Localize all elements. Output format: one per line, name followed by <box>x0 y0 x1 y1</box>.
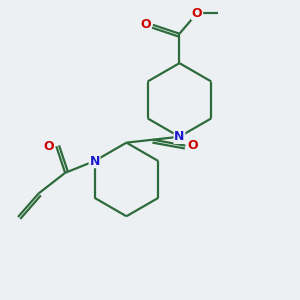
Text: O: O <box>140 18 151 32</box>
Text: N: N <box>89 154 100 167</box>
Text: O: O <box>188 139 198 152</box>
Text: N: N <box>174 130 184 143</box>
Text: O: O <box>44 140 54 153</box>
Text: O: O <box>192 7 203 20</box>
